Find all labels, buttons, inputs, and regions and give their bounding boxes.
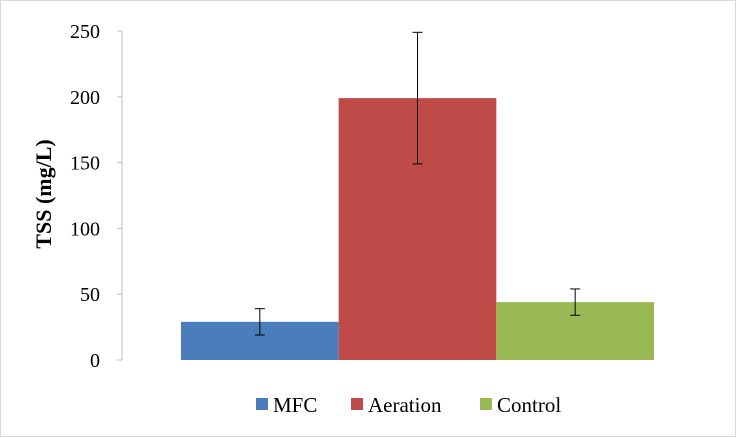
legend-label-control: Control (497, 393, 561, 417)
legend-swatch-mfc (256, 398, 268, 410)
legend-swatch-control (480, 398, 492, 410)
legend: MFC Aeration Control (256, 393, 561, 417)
y-tick-label: 100 (70, 218, 100, 240)
y-tick-label: 0 (90, 350, 100, 372)
y-tick-label: 50 (80, 284, 100, 306)
legend-label-aeration: Aeration (368, 393, 442, 417)
y-tick-label: 200 (70, 87, 100, 109)
legend-label-mfc: MFC (273, 393, 317, 417)
legend-swatch-aeration (351, 398, 363, 410)
y-tick-label: 250 (70, 21, 100, 43)
error-bars (254, 31, 581, 336)
y-axis: 0 50 100 150 200 250 (70, 21, 123, 372)
y-tick-label: 150 (70, 153, 100, 175)
y-axis-label: TSS (mg/L) (31, 139, 56, 248)
